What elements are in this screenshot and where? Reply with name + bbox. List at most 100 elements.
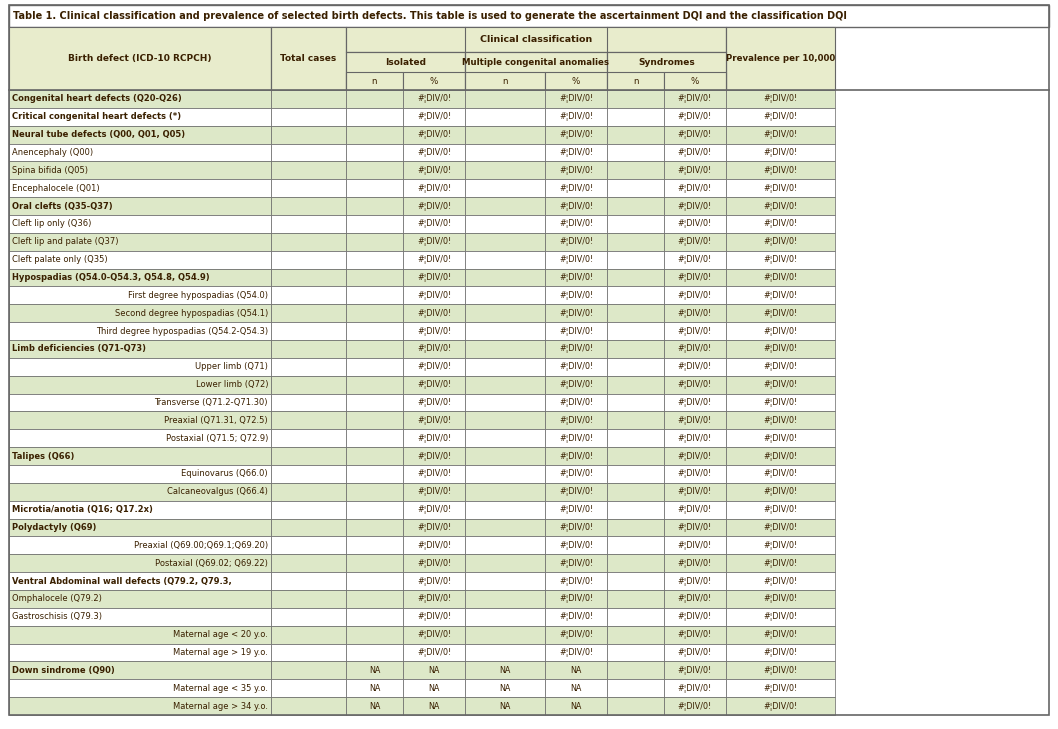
Bar xyxy=(10,572,271,590)
Text: #¦DIV/0!: #¦DIV/0! xyxy=(678,327,712,335)
Bar xyxy=(10,340,271,358)
Bar xyxy=(403,90,466,108)
Bar xyxy=(545,447,607,465)
Text: #¦DIV/0!: #¦DIV/0! xyxy=(678,505,712,514)
Text: #¦DIV/0!: #¦DIV/0! xyxy=(417,255,451,264)
Bar xyxy=(466,179,545,197)
Bar xyxy=(271,537,346,554)
Bar xyxy=(466,554,545,572)
Text: Cleft lip and palate (Q37): Cleft lip and palate (Q37) xyxy=(12,237,118,246)
Bar xyxy=(346,429,403,447)
Bar xyxy=(726,268,835,286)
Text: Maternal age > 19 y.o.: Maternal age > 19 y.o. xyxy=(174,648,268,657)
Bar xyxy=(466,518,545,537)
Bar xyxy=(466,144,545,161)
Bar xyxy=(10,215,271,233)
Bar xyxy=(466,429,545,447)
Bar xyxy=(545,697,607,715)
Bar xyxy=(607,215,664,233)
Bar xyxy=(664,572,726,590)
Bar xyxy=(403,625,466,644)
Bar xyxy=(664,394,726,411)
Text: #¦DIV/0!: #¦DIV/0! xyxy=(764,219,798,228)
Bar xyxy=(664,625,726,644)
Text: #¦DIV/0!: #¦DIV/0! xyxy=(678,416,712,425)
Bar xyxy=(271,625,346,644)
Bar xyxy=(271,429,346,447)
Text: #¦DIV/0!: #¦DIV/0! xyxy=(417,148,451,157)
Bar xyxy=(545,108,607,125)
Bar xyxy=(10,251,271,268)
Bar xyxy=(545,72,607,90)
Bar xyxy=(10,411,271,429)
Text: #¦DIV/0!: #¦DIV/0! xyxy=(559,95,594,104)
Text: #¦DIV/0!: #¦DIV/0! xyxy=(559,237,594,246)
Text: #¦DIV/0!: #¦DIV/0! xyxy=(559,362,594,371)
Text: Hypospadias (Q54.0-Q54.3, Q54.8, Q54.9): Hypospadias (Q54.0-Q54.3, Q54.8, Q54.9) xyxy=(12,273,209,282)
Text: #¦DIV/0!: #¦DIV/0! xyxy=(417,612,451,621)
Bar xyxy=(271,608,346,625)
Bar xyxy=(346,572,403,590)
Bar xyxy=(346,447,403,465)
Bar xyxy=(271,161,346,179)
Bar xyxy=(664,179,726,197)
Bar xyxy=(545,572,607,590)
Bar xyxy=(271,394,346,411)
Bar xyxy=(10,554,271,572)
Bar xyxy=(607,644,664,661)
Text: #¦DIV/0!: #¦DIV/0! xyxy=(417,416,451,425)
Text: Calcaneovalgus (Q66.4): Calcaneovalgus (Q66.4) xyxy=(167,487,268,496)
Text: Microtia/anotia (Q16; Q17.2x): Microtia/anotia (Q16; Q17.2x) xyxy=(12,505,152,514)
Bar xyxy=(664,590,726,608)
Bar xyxy=(346,72,403,90)
Text: #¦DIV/0!: #¦DIV/0! xyxy=(764,451,798,461)
Text: n: n xyxy=(503,77,508,85)
Text: #¦DIV/0!: #¦DIV/0! xyxy=(417,344,451,354)
Bar xyxy=(545,268,607,286)
Bar xyxy=(664,251,726,268)
Bar xyxy=(271,108,346,125)
Bar xyxy=(545,322,607,340)
Bar xyxy=(545,286,607,304)
Text: Postaxial (Q69.02; Q69.22): Postaxial (Q69.02; Q69.22) xyxy=(156,558,268,568)
Bar xyxy=(466,465,545,483)
Text: #¦DIV/0!: #¦DIV/0! xyxy=(417,505,451,514)
Text: Upper limb (Q71): Upper limb (Q71) xyxy=(195,362,268,371)
Text: NA: NA xyxy=(499,666,511,675)
Text: #¦DIV/0!: #¦DIV/0! xyxy=(559,255,594,264)
Bar xyxy=(545,251,607,268)
Text: Syndromes: Syndromes xyxy=(638,58,695,66)
Bar xyxy=(726,358,835,375)
Bar xyxy=(271,268,346,286)
Bar xyxy=(271,375,346,394)
Bar xyxy=(607,572,664,590)
Bar xyxy=(10,233,271,251)
Bar xyxy=(346,27,726,52)
Text: #¦DIV/0!: #¦DIV/0! xyxy=(417,130,451,139)
Bar xyxy=(10,625,271,644)
Bar xyxy=(271,358,346,375)
Bar xyxy=(403,679,466,697)
Text: #¦DIV/0!: #¦DIV/0! xyxy=(417,630,451,639)
Text: #¦DIV/0!: #¦DIV/0! xyxy=(678,487,712,496)
Text: #¦DIV/0!: #¦DIV/0! xyxy=(678,291,712,300)
Text: #¦DIV/0!: #¦DIV/0! xyxy=(764,327,798,335)
Text: n: n xyxy=(371,77,378,85)
Text: Ventral Abdominal wall defects (Q79.2, Q79.3,: Ventral Abdominal wall defects (Q79.2, Q… xyxy=(12,577,232,585)
Bar xyxy=(664,447,726,465)
Text: #¦DIV/0!: #¦DIV/0! xyxy=(764,416,798,425)
Text: #¦DIV/0!: #¦DIV/0! xyxy=(764,344,798,354)
Bar xyxy=(403,197,466,215)
Text: #¦DIV/0!: #¦DIV/0! xyxy=(678,434,712,443)
Bar xyxy=(271,572,346,590)
Text: #¦DIV/0!: #¦DIV/0! xyxy=(764,202,798,211)
Bar xyxy=(10,90,271,108)
Bar xyxy=(664,340,726,358)
Bar xyxy=(664,537,726,554)
Text: #¦DIV/0!: #¦DIV/0! xyxy=(559,112,594,121)
Text: #¦DIV/0!: #¦DIV/0! xyxy=(678,308,712,318)
Bar xyxy=(346,179,403,197)
Text: #¦DIV/0!: #¦DIV/0! xyxy=(559,594,594,604)
Bar xyxy=(664,72,726,90)
Text: #¦DIV/0!: #¦DIV/0! xyxy=(417,112,451,121)
